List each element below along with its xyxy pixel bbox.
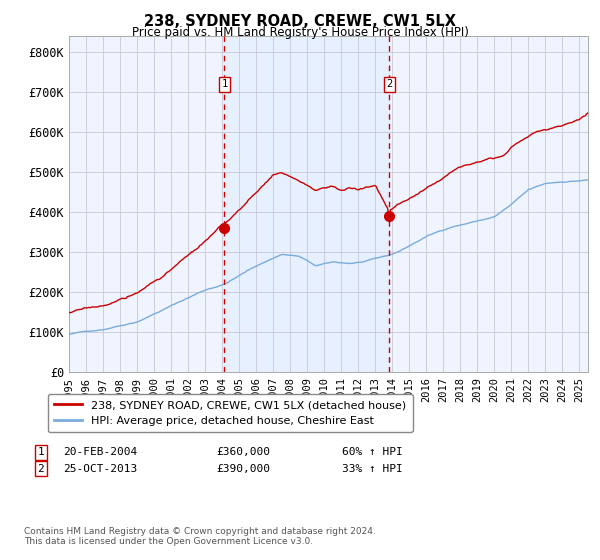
Text: 1: 1 [37,447,44,458]
Text: £390,000: £390,000 [216,464,270,474]
Text: Contains HM Land Registry data © Crown copyright and database right 2024.
This d: Contains HM Land Registry data © Crown c… [24,526,376,546]
Text: 1: 1 [221,80,227,90]
Text: £360,000: £360,000 [216,447,270,458]
Text: 2: 2 [37,464,44,474]
Text: 60% ↑ HPI: 60% ↑ HPI [342,447,403,458]
Text: 20-FEB-2004: 20-FEB-2004 [63,447,137,458]
Legend: 238, SYDNEY ROAD, CREWE, CW1 5LX (detached house), HPI: Average price, detached : 238, SYDNEY ROAD, CREWE, CW1 5LX (detach… [47,394,413,432]
Text: 2: 2 [386,80,392,90]
Bar [224,36,389,372]
Text: Price paid vs. HM Land Registry's House Price Index (HPI): Price paid vs. HM Land Registry's House … [131,26,469,39]
Text: 25-OCT-2013: 25-OCT-2013 [63,464,137,474]
Text: 33% ↑ HPI: 33% ↑ HPI [342,464,403,474]
Text: 238, SYDNEY ROAD, CREWE, CW1 5LX: 238, SYDNEY ROAD, CREWE, CW1 5LX [144,14,456,29]
